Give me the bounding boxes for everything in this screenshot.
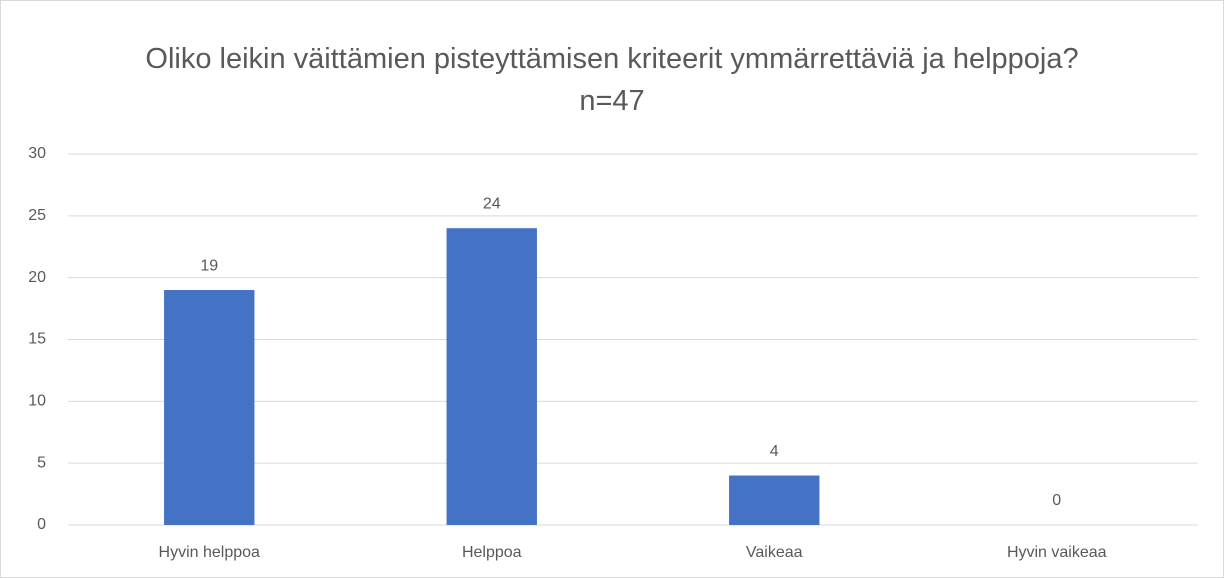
bar xyxy=(729,475,820,525)
x-tick-label: Helppoa xyxy=(462,544,522,561)
data-label: 24 xyxy=(483,195,501,212)
x-tick-label: Hyvin vaikeaa xyxy=(1007,544,1107,561)
y-tick-label: 30 xyxy=(28,145,46,162)
data-label: 4 xyxy=(770,443,779,460)
y-tick-label: 5 xyxy=(37,454,46,471)
x-tick-label: Vaikeaa xyxy=(746,544,803,561)
y-tick-label: 20 xyxy=(28,269,46,286)
y-tick-label: 25 xyxy=(28,207,46,224)
data-label: 0 xyxy=(1052,492,1061,509)
bar xyxy=(164,290,255,525)
chart-title: Oliko leikin väittämien pisteyttämisen k… xyxy=(145,43,1079,117)
y-tick-label: 10 xyxy=(28,393,46,410)
x-tick-label: Hyvin helppoa xyxy=(159,544,261,561)
y-tick-label: 0 xyxy=(37,516,46,533)
bar xyxy=(446,228,537,525)
data-label: 19 xyxy=(200,257,218,274)
y-tick-label: 15 xyxy=(28,331,46,348)
